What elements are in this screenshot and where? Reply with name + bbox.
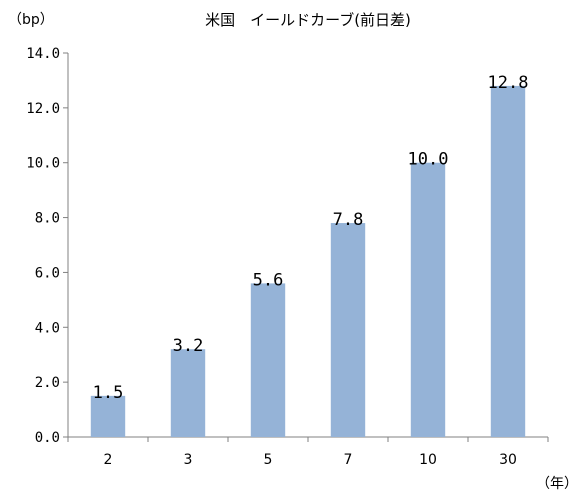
x-tick-label: 3 (184, 452, 193, 468)
bar (490, 85, 526, 438)
data-label: 12.8 (488, 73, 529, 93)
data-label: 3.2 (173, 336, 204, 356)
data-label: 1.5 (93, 383, 124, 403)
chart-title: 米国 イールドカーブ(前日差) (205, 11, 411, 29)
x-tick-label: 30 (499, 452, 517, 468)
y-tick-label: 2.0 (35, 375, 60, 391)
x-axis-unit-label: （年） (536, 476, 578, 492)
bar (330, 223, 366, 437)
bar (410, 162, 446, 437)
y-tick-label: 10.0 (26, 156, 60, 172)
x-tick-label: 2 (104, 452, 113, 468)
x-tick-label: 10 (419, 452, 437, 468)
data-label: 7.8 (333, 210, 364, 230)
data-label: 5.6 (253, 270, 284, 290)
y-tick-label: 0.0 (35, 430, 60, 446)
y-axis-unit-label: （bp） (8, 12, 54, 28)
x-tick-label: 7 (344, 452, 353, 468)
y-tick-label: 8.0 (35, 211, 60, 227)
x-tick-label: 5 (264, 452, 273, 468)
bar (90, 395, 126, 437)
bar (250, 283, 286, 437)
y-tick-label: 4.0 (35, 320, 60, 336)
plot-area: 0.0 2.0 4.0 6.0 8.0 10.0 12.0 14.0 1.5 2 3.2 3 5.6 5 7… (26, 46, 549, 468)
y-tick-label: 6.0 (35, 265, 60, 281)
y-tick-label: 14.0 (26, 46, 60, 62)
data-label: 10.0 (408, 150, 449, 170)
y-tick-label: 12.0 (26, 101, 60, 117)
bar (170, 349, 206, 437)
